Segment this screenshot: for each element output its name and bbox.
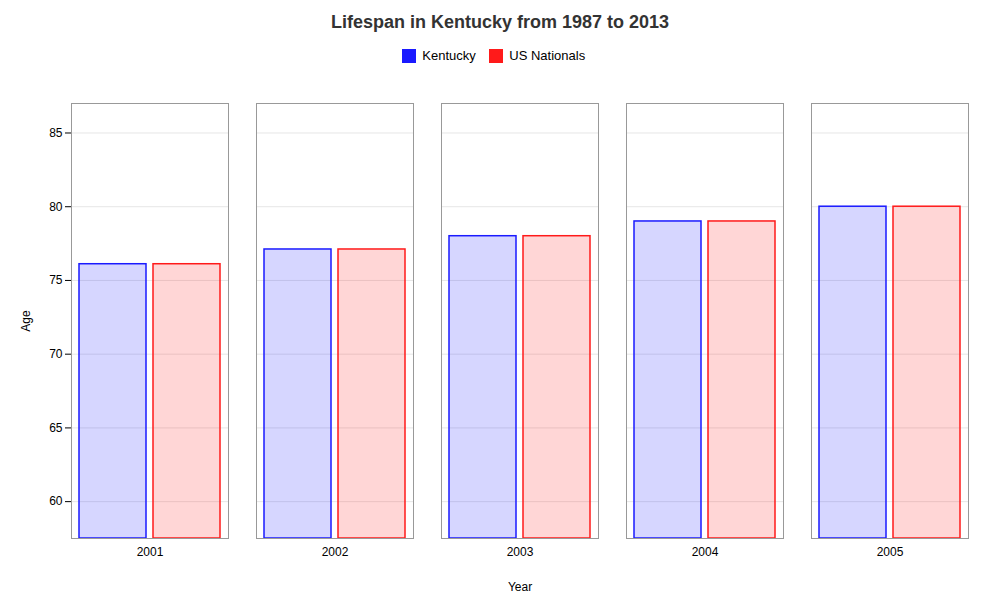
svg-text:85: 85 [49,125,63,139]
svg-text:2001: 2001 [137,545,164,559]
svg-text:2003: 2003 [507,545,534,559]
html-text:US Nationals: US Nationals [509,48,586,63]
svg-text:2005: 2005 [877,545,904,559]
svg-text:2002: 2002 [322,545,349,559]
html-text:Lifespan in Kentucky from 1987: Lifespan in Kentucky from 1987 to 2013 [330,12,670,32]
svg-text:75: 75 [49,273,63,287]
svg-text:Age: Age [19,310,33,332]
svg-text:2004: 2004 [692,545,719,559]
svg-text:65: 65 [49,420,63,434]
svg-text:80: 80 [49,199,63,213]
svg-text:Year: Year [508,579,532,593]
svg-text:70: 70 [49,347,63,361]
svg-text:60: 60 [49,494,63,508]
html-text:Kentucky: Kentucky [422,48,476,63]
